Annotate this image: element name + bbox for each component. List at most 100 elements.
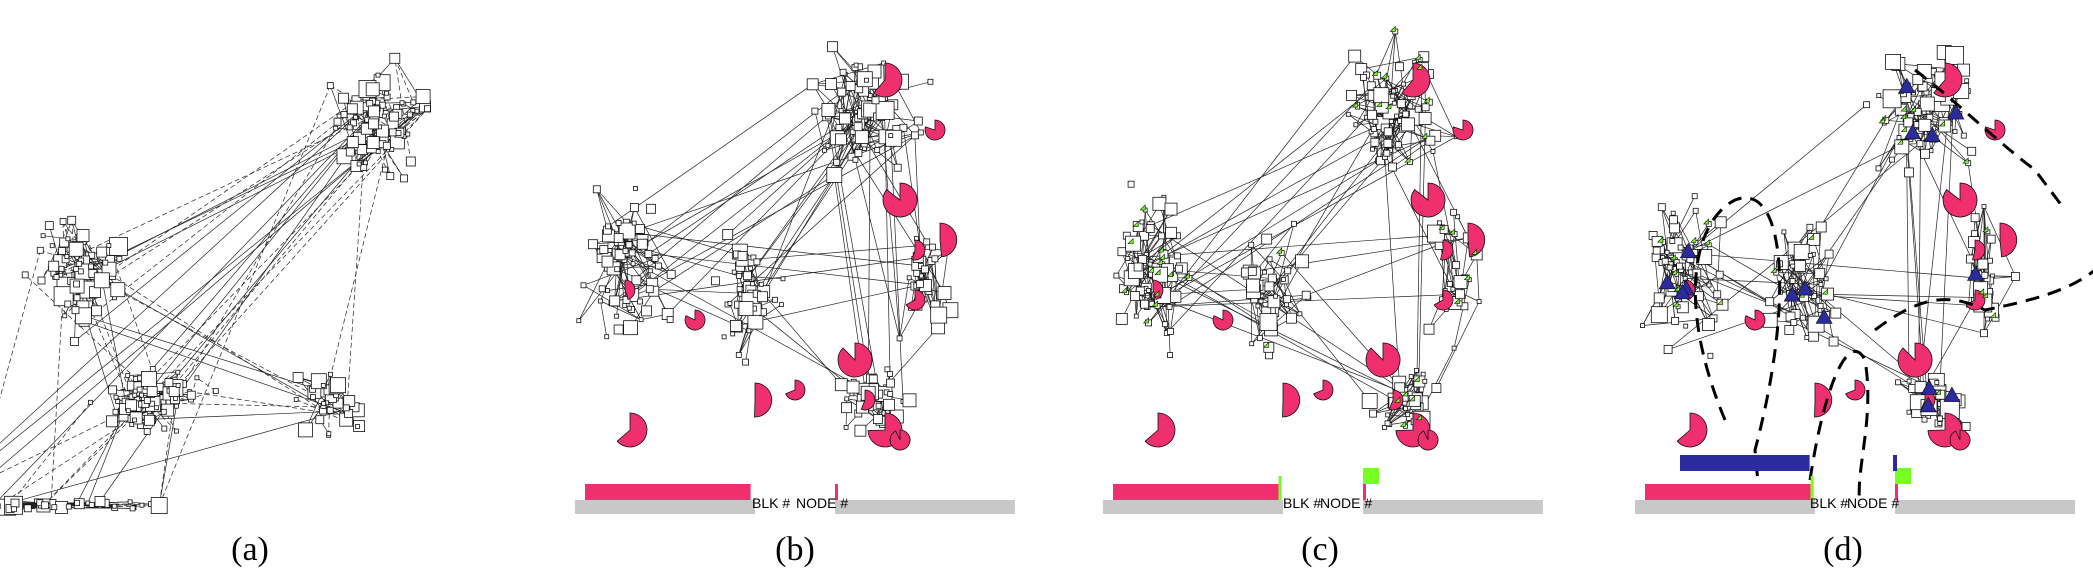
graph-node xyxy=(825,78,837,90)
green-diamond-marker xyxy=(1962,157,1969,164)
pink-pie-marker xyxy=(1433,289,1454,311)
graph-node xyxy=(1967,146,1977,156)
graph-node xyxy=(1452,261,1460,270)
graph-node xyxy=(1115,312,1128,325)
panel-c: BLK # NODE # (c) xyxy=(1103,25,1543,568)
graph-edge xyxy=(857,126,928,243)
graph-node xyxy=(1395,141,1402,149)
graph-node xyxy=(638,317,644,323)
graph-node xyxy=(115,399,121,404)
green-diamond-marker xyxy=(1453,297,1460,304)
graph-node xyxy=(630,203,639,212)
graph-node xyxy=(1431,383,1442,394)
graph-node xyxy=(827,41,838,53)
graph-node xyxy=(1828,336,1839,347)
graph-node xyxy=(930,306,948,324)
graph-node xyxy=(327,371,333,377)
graph-edge xyxy=(1939,99,1954,396)
graph-node xyxy=(613,324,624,335)
graph-node xyxy=(1664,249,1670,255)
graph-node xyxy=(871,96,880,105)
graph-node xyxy=(614,266,621,273)
graph-node xyxy=(125,408,131,414)
graph-edge xyxy=(158,406,177,506)
graph-node xyxy=(1391,88,1397,94)
graph-node xyxy=(1906,409,1912,415)
pink-pie-marker xyxy=(1401,62,1431,98)
node-pink-bar xyxy=(835,484,838,500)
graph-node xyxy=(389,111,400,122)
graph-edge xyxy=(828,109,880,395)
graph-node xyxy=(1882,89,1902,109)
graph-node xyxy=(73,266,79,273)
graph-edge xyxy=(0,415,137,506)
graph-node xyxy=(346,103,358,115)
graph-edge xyxy=(112,276,324,411)
green-diamond-marker xyxy=(1147,266,1154,273)
panel-c-node-label: NODE # xyxy=(1320,495,1372,511)
graph-node xyxy=(605,223,611,230)
graph-edge xyxy=(1149,131,1389,265)
graph-node xyxy=(1385,412,1391,418)
graph-edge xyxy=(314,391,358,427)
green-diamond-marker xyxy=(1989,311,1996,319)
graph-node xyxy=(746,328,752,334)
green-diamond-marker xyxy=(1154,268,1161,276)
graph-node xyxy=(140,370,157,387)
graph-node xyxy=(622,247,629,254)
graph-edge xyxy=(0,110,418,468)
graph-node xyxy=(1383,127,1393,137)
graph-node xyxy=(1423,323,1435,335)
graph-edge xyxy=(1436,301,1480,389)
graph-node xyxy=(628,249,636,257)
graph-node xyxy=(164,378,174,388)
graph-node xyxy=(1249,341,1255,347)
blk-green-bar xyxy=(1278,476,1282,500)
green-diamond-marker xyxy=(1183,272,1190,279)
green-diamond-marker xyxy=(1275,247,1283,254)
green-diamond-marker xyxy=(1399,420,1406,427)
graph-node xyxy=(738,301,754,317)
graph-node xyxy=(112,408,119,415)
graph-node xyxy=(885,129,903,147)
graph-node xyxy=(1670,210,1676,216)
graph-node xyxy=(1291,220,1297,227)
green-diamond-marker xyxy=(1900,125,1907,133)
graph-node xyxy=(333,117,342,126)
graph-node xyxy=(1391,100,1397,106)
graph-node xyxy=(88,263,94,270)
green-diamond-marker xyxy=(1463,273,1470,281)
graph-node xyxy=(1715,270,1724,279)
graph-node xyxy=(48,260,60,272)
graph-node xyxy=(326,82,334,89)
graph-node xyxy=(1266,256,1273,263)
graph-node xyxy=(1937,415,1943,422)
graph-node xyxy=(753,258,761,266)
graph-node xyxy=(116,255,123,262)
graph-node xyxy=(1396,99,1406,108)
graph-node xyxy=(365,82,380,97)
panel-b: BLK # NODE # (b) xyxy=(575,41,1015,568)
graph-node xyxy=(338,92,349,104)
green-diamond-marker xyxy=(1669,254,1676,261)
graph-node xyxy=(109,236,128,256)
graph-node xyxy=(1394,113,1399,119)
graph-node xyxy=(1430,148,1436,154)
graph-node xyxy=(730,331,736,337)
dashed-traversal-path xyxy=(1808,349,1870,506)
graph-node xyxy=(1353,122,1359,128)
graph-node xyxy=(927,78,934,85)
graph-edge xyxy=(82,235,119,290)
graph-node xyxy=(1140,299,1149,309)
graph-edge xyxy=(626,221,743,257)
green-diamond-marker xyxy=(1158,253,1165,260)
graph-node xyxy=(194,375,200,381)
graph-node xyxy=(1666,264,1673,271)
graph-node xyxy=(837,87,847,97)
graph-edge xyxy=(1417,107,1426,419)
graph-node xyxy=(1657,203,1666,212)
graph-edge xyxy=(136,394,192,417)
graph-edge xyxy=(196,377,217,392)
graph-node xyxy=(423,105,431,113)
graph-node xyxy=(1401,117,1415,132)
